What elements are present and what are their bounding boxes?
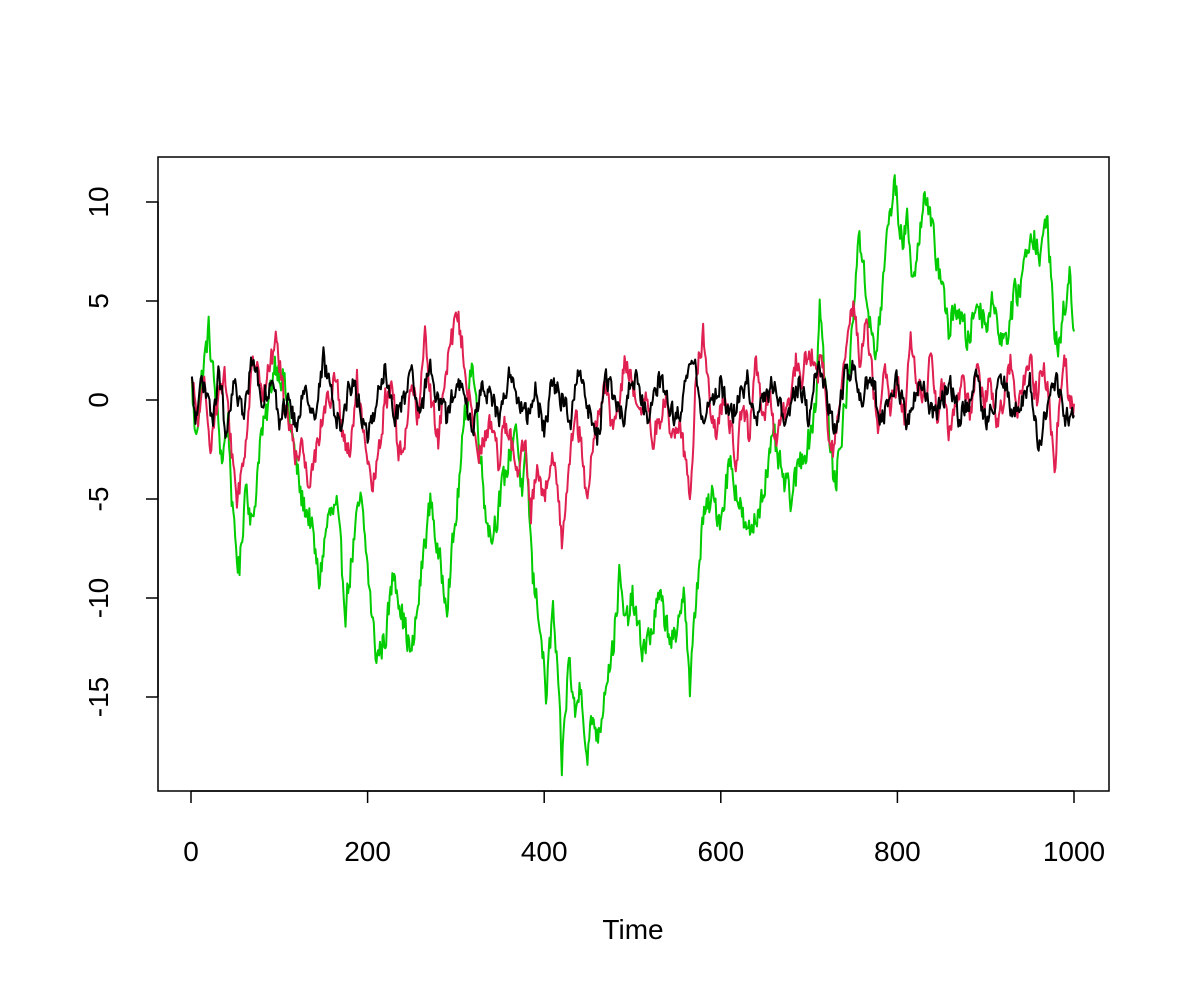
- x-tick-label: 800: [874, 836, 921, 867]
- x-tick-label: 0: [183, 836, 199, 867]
- series-layer: [190, 174, 1075, 777]
- series-line-1: [190, 174, 1075, 777]
- series-line-2: [190, 300, 1075, 550]
- x-tick-label: 1000: [1043, 836, 1105, 867]
- x-axis: 0 200 400 600 800 1000: [183, 790, 1105, 867]
- x-tick-label: 400: [521, 836, 568, 867]
- y-axis: -15 -10 -5 0 5 10: [83, 186, 159, 717]
- y-tick-label: 0: [83, 392, 114, 408]
- series-line-3: [190, 346, 1075, 452]
- plot-frame: [157, 156, 1110, 792]
- y-tick-label: 10: [83, 186, 114, 217]
- x-tick-label: 600: [697, 836, 744, 867]
- x-axis-title: Time: [602, 914, 663, 945]
- y-tick-label: -10: [83, 578, 114, 618]
- y-tick-label: -15: [83, 677, 114, 717]
- x-tick-label: 200: [344, 836, 391, 867]
- y-tick-label: 5: [83, 293, 114, 309]
- y-tick-label: -5: [83, 487, 114, 512]
